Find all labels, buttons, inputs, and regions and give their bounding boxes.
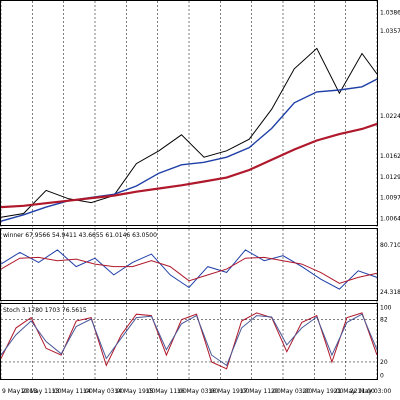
stoch-label: Stoch 3.1780 1703 76.5615 <box>3 307 87 314</box>
y-tick-label: 1.03570 <box>380 28 400 35</box>
y-tick-label: 1.00640 <box>380 216 400 223</box>
x-tick-label: 17 May 11:00 <box>240 388 281 395</box>
x-tick-label: 22 May 03:00 <box>350 388 391 395</box>
price-series-price <box>0 47 378 218</box>
y-tick-label: 1.02240 <box>380 113 400 120</box>
y-tick-label: 20 <box>380 359 388 366</box>
x-tick-label: 20 May 19:00 <box>302 388 343 395</box>
y-tick-label: 82 <box>380 317 388 324</box>
y-tick-label: 24.3187 <box>380 289 400 296</box>
y-tick-label: 1.03860 <box>380 10 400 17</box>
y-tick-label: 1.01290 <box>380 174 400 181</box>
x-tick-label: 14 May 19:00 <box>114 388 155 395</box>
stoch-series-signal <box>0 313 378 367</box>
price-series-ma-slow <box>0 122 378 209</box>
x-tick-label: 10 May 11:00 <box>20 388 61 395</box>
stoch-panel: 100 82 20 0 <box>0 304 392 380</box>
winner-label: winner 67.9566 54.9411 43.6655 61.0146 6… <box>3 232 157 239</box>
y-tick-label: 1.01620 <box>380 153 400 160</box>
winner-panel: 80.7105 24.3187 <box>0 242 400 296</box>
y-tick-label: 1.00970 <box>380 194 400 201</box>
winner-series-slow <box>0 256 378 284</box>
x-tick-label: 20 May 03:00 <box>271 388 312 395</box>
x-tick-label: 15 May 11:00 <box>146 388 187 395</box>
price-panel: 1.03860 1.03570 1.02240 1.01620 1.01290 1.009… <box>0 10 400 223</box>
y-tick-label: 100 <box>380 304 392 311</box>
winner-panel-frame <box>0 228 378 301</box>
y-tick-label: 80.7105 <box>380 242 400 249</box>
x-tick-label: 16 May 03:00 <box>177 388 218 395</box>
x-tick-label: 9 May 2013 <box>2 388 37 395</box>
winner-series-fast <box>0 249 378 290</box>
x-tick-label: 21 May 11:00 <box>334 388 375 395</box>
x-tick-label: 14 May 03:00 <box>83 388 124 395</box>
y-tick-label: 0 <box>380 373 384 380</box>
x-tick-label: 16 May 19:00 <box>208 388 249 395</box>
x-tick-label: 13 May 11:00 <box>52 388 93 395</box>
